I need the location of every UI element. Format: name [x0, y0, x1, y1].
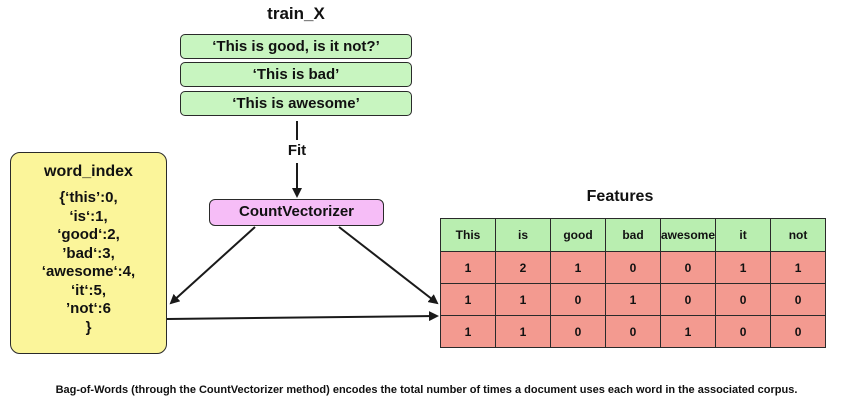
figure-caption: Bag-of-Words (through the CountVectorize… [55, 384, 798, 396]
table-header-row: This is good bad awesome it not [440, 218, 827, 252]
header-cell: This [440, 218, 496, 252]
word-index-title: word_index [44, 163, 133, 180]
table-cell: 1 [605, 283, 661, 316]
table-cell: 0 [550, 283, 606, 316]
header-cell: not [770, 218, 827, 252]
header-cell: is [495, 218, 551, 252]
table-row: 1 1 0 0 1 0 0 [440, 315, 827, 348]
train-doc-2: ‘This is bad’ [180, 62, 412, 87]
header-cell: good [550, 218, 606, 252]
table-row: 1 2 1 0 0 1 1 [440, 251, 827, 284]
table-cell: 0 [715, 315, 772, 348]
table-row: 1 1 0 1 0 0 0 [440, 283, 827, 316]
table-cell: 1 [495, 283, 551, 316]
word-index-line: } [85, 318, 92, 336]
train-doc-1: ‘This is good, is it not?’ [180, 34, 412, 59]
word-index-line: ’not‘:6 [66, 300, 111, 317]
arrow-word-index-to-features [166, 311, 439, 322]
fit-label: Fit [287, 142, 307, 159]
table-cell: 0 [715, 283, 772, 316]
table-cell: 0 [659, 283, 717, 316]
table-cell: 1 [440, 315, 496, 348]
table-cell: 1 [495, 315, 551, 348]
table-cell: 1 [440, 251, 496, 284]
table-cell: 1 [550, 251, 606, 284]
word-index-line: ‘is‘:1, [69, 207, 108, 225]
table-cell: 1 [659, 315, 717, 348]
train-doc-3: ‘This is awesome’ [180, 91, 412, 116]
features-table: This is good bad awesome it not 1 2 1 0 … [440, 218, 827, 348]
table-cell: 0 [550, 315, 606, 348]
table-cell: 2 [495, 251, 551, 284]
table-cell: 1 [770, 251, 827, 284]
word-index-line: ‘awesome‘:4, [41, 263, 136, 280]
header-cell: bad [605, 218, 661, 252]
train-x-title: train_X [267, 4, 325, 23]
table-cell: 0 [659, 251, 717, 284]
header-cell: it [715, 218, 772, 252]
features-title: Features [586, 188, 654, 205]
table-cell: 0 [605, 315, 661, 348]
table-cell: 1 [440, 283, 496, 316]
table-cell: 0 [770, 283, 827, 316]
word-index-line: ‘it‘:5, [70, 281, 106, 299]
arrow-vectorizer-to-word-index [169, 226, 256, 305]
table-cell: 0 [605, 251, 661, 284]
table-cell: 0 [770, 315, 827, 348]
word-index-line: {‘this’:0, [59, 189, 118, 206]
table-cell: 1 [715, 251, 772, 284]
word-index-line: ’bad‘:3, [62, 244, 115, 262]
word-index-line: ‘good‘:2, [57, 226, 120, 243]
count-vectorizer-box: CountVectorizer [209, 199, 384, 226]
word-index-box: word_index {‘this’:0, ‘is‘:1, ‘good‘:2, … [10, 152, 167, 354]
arrow-vectorizer-to-features [338, 226, 439, 305]
header-cell: awesome [659, 218, 717, 252]
